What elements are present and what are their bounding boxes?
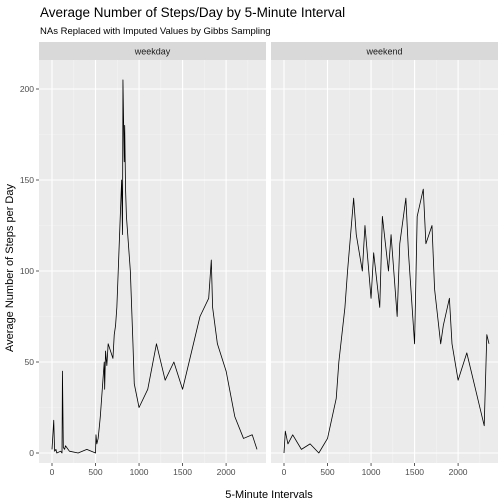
y-axis-label: Average Number of Steps per Day (4, 184, 16, 352)
x-tick-label: 2000 (217, 467, 236, 477)
panel-background (39, 60, 266, 463)
y-tick-label: 150 (20, 175, 34, 185)
x-tick-label: 1000 (362, 467, 381, 477)
x-tick-label: 2000 (449, 467, 468, 477)
x-axis-label: 5-Minute Intervals (225, 489, 313, 501)
x-tick-label: 0 (282, 467, 287, 477)
chart-title: Average Number of Steps/Day by 5-Minute … (40, 5, 345, 20)
x-tick-label: 500 (320, 467, 334, 477)
x-tick-label: 1500 (173, 467, 192, 477)
facet-strip-label: weekday (134, 47, 171, 57)
x-tick-label: 0 (50, 467, 55, 477)
x-tick-label: 1500 (405, 467, 424, 477)
facet-strip (39, 42, 266, 60)
chart-subtitle: NAs Replaced with Imputed Values by Gibb… (40, 26, 271, 37)
facet-panel-weekend: weekend 0 500 1000 1500 2000 (271, 42, 498, 477)
series-line-weekend (283, 188, 490, 454)
series-line-weekday (51, 79, 258, 454)
y-tick-label: 100 (20, 266, 34, 276)
facet-strip (271, 42, 498, 60)
x-tick-label: 1000 (130, 467, 149, 477)
facet-panel-weekday: weekday 0 500 1000 1500 2000 (39, 42, 266, 477)
y-tick-label: 50 (25, 357, 35, 367)
panel-background (271, 60, 498, 463)
facet-strip-label: weekend (365, 47, 402, 57)
y-tick-label: 0 (29, 448, 34, 458)
y-tick-label: 200 (20, 84, 34, 94)
x-tick-label: 500 (88, 467, 102, 477)
